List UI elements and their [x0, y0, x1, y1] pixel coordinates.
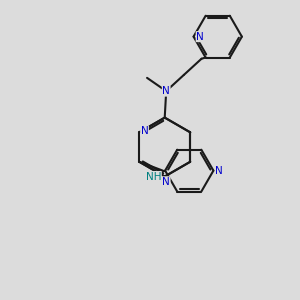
Text: N: N	[162, 177, 170, 187]
Text: N: N	[215, 166, 223, 176]
Text: NH: NH	[146, 172, 161, 182]
Text: N: N	[196, 32, 204, 42]
Text: N: N	[141, 126, 148, 136]
Text: N: N	[162, 86, 170, 96]
